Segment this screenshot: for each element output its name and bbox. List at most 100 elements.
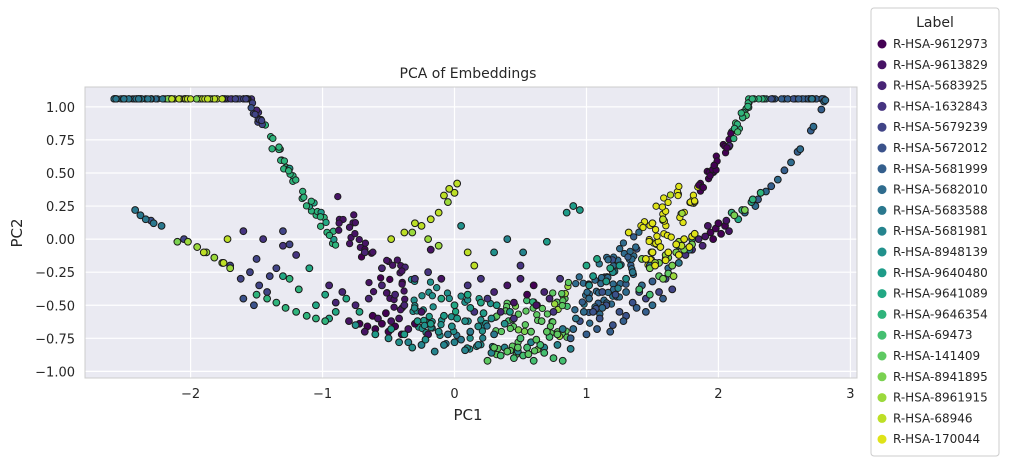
band-point: [734, 128, 742, 136]
band-point: [335, 226, 343, 234]
scatter-point: [371, 330, 380, 339]
scatter-point: [496, 351, 505, 360]
scatter-point: [447, 322, 456, 331]
scatter-point: [503, 281, 512, 290]
band-point: [514, 310, 523, 318]
y-axis-title: PC2: [8, 218, 26, 247]
band-point: [630, 233, 638, 241]
band-point: [437, 321, 445, 329]
legend-marker: [877, 205, 887, 215]
scatter-point: [773, 175, 782, 184]
scatter-point: [589, 307, 597, 316]
scatter-point: [417, 307, 426, 316]
scatter-point: [434, 241, 443, 250]
band-point: [710, 161, 718, 170]
scatter-point: [408, 343, 417, 352]
y-tick-label: 0.50: [46, 167, 75, 182]
scatter-point: [461, 317, 469, 326]
scatter-point: [632, 303, 641, 312]
scatter-point: [582, 261, 591, 270]
band-point: [497, 327, 506, 336]
band-point: [478, 327, 487, 335]
band-point: [744, 102, 752, 110]
scatter-point: [255, 281, 264, 290]
band-point: [425, 312, 433, 321]
scatter-point: [674, 259, 683, 267]
band-point: [664, 198, 672, 207]
scatter-point: [338, 288, 347, 296]
band-point: [632, 243, 640, 251]
scatter-point: [593, 325, 601, 333]
scatter-point: [558, 325, 567, 333]
scatter-point: [476, 298, 485, 307]
scatter-point: [312, 301, 320, 310]
scatter-point: [490, 343, 498, 352]
scatter-point: [400, 301, 409, 310]
x-tick-label: 0: [450, 387, 458, 402]
scatter-point: [426, 245, 435, 254]
scatter-point: [483, 294, 492, 303]
band-point: [578, 298, 586, 306]
scatter-point: [193, 243, 202, 251]
scatter-point: [503, 347, 512, 356]
scatter-point: [272, 264, 281, 273]
band-point: [521, 321, 529, 329]
scatter-point: [404, 325, 413, 333]
grid-lines: [85, 87, 857, 378]
scatter-point: [553, 341, 562, 349]
scatter-point: [593, 255, 601, 263]
band-point: [158, 95, 167, 103]
scatter-point: [246, 268, 254, 277]
scatter-point: [210, 253, 219, 262]
band-point: [334, 192, 342, 201]
scatter-point: [648, 248, 657, 257]
band-point: [477, 316, 485, 324]
scatter-point: [226, 264, 235, 273]
legend-label: R-HSA-9640480: [893, 266, 988, 280]
legend-label: R-HSA-9612973: [893, 37, 988, 51]
legend-marker: [877, 372, 887, 382]
band-point: [300, 193, 308, 201]
x-tick-label: −1: [313, 387, 332, 402]
band-point: [583, 288, 591, 296]
scatter-point: [490, 288, 498, 296]
scatter-point: [668, 285, 677, 294]
band-point: [706, 172, 714, 180]
band-point: [586, 319, 594, 327]
band-point: [624, 253, 632, 261]
y-tick-label: −0.75: [35, 332, 75, 347]
legend-marker: [877, 101, 887, 111]
band-point: [120, 95, 128, 103]
band-point: [653, 232, 661, 240]
scatter-point: [821, 96, 830, 105]
band-point: [316, 213, 325, 221]
band-point: [558, 289, 566, 298]
scatter-point: [263, 294, 272, 303]
band-point: [575, 273, 583, 281]
scatter-point: [598, 303, 607, 312]
scatter-point: [641, 307, 650, 316]
scatter-point: [756, 188, 765, 197]
plot-border: [84, 86, 858, 379]
band-point: [795, 95, 803, 103]
scatter-point: [157, 221, 166, 230]
legend-marker: [877, 185, 887, 195]
scatter-point: [219, 259, 228, 267]
band-point: [292, 176, 300, 184]
legend-frame: [870, 7, 1000, 457]
scatter-point: [725, 227, 733, 236]
scatter-point: [279, 272, 287, 281]
band-point: [675, 182, 683, 191]
legend-label: R-HSA-141409: [893, 349, 980, 363]
scatter-point: [450, 338, 459, 347]
legend-label: R-HSA-5683588: [893, 203, 988, 217]
scatter-point: [387, 317, 396, 326]
scatter-point: [655, 288, 663, 296]
scatter-point: [767, 182, 776, 191]
scatter-point: [342, 294, 351, 303]
scatter-point: [661, 256, 670, 265]
band-point: [331, 241, 340, 249]
scatter-point: [809, 122, 818, 131]
scatter-point: [381, 309, 390, 318]
band-point: [666, 191, 675, 199]
